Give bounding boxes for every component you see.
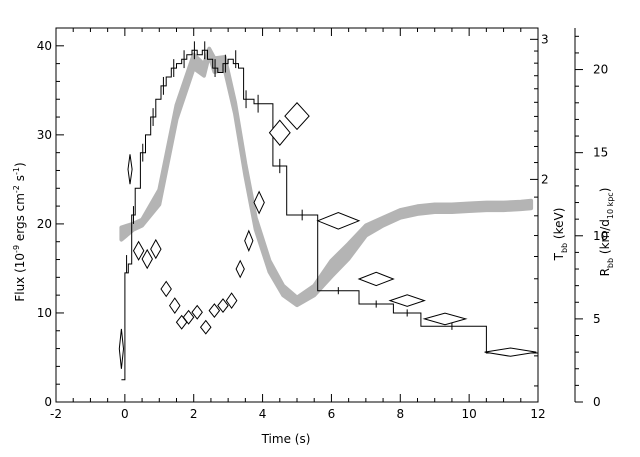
temperature-band-layer bbox=[119, 46, 534, 308]
flux-tick-label: 20 bbox=[37, 217, 52, 231]
radius-tick-label: 0 bbox=[593, 395, 601, 409]
radius-point bbox=[484, 347, 537, 357]
radius-point bbox=[132, 240, 145, 261]
radius-point bbox=[118, 328, 125, 369]
radius-point bbox=[316, 211, 361, 230]
x-tick-label: -2 bbox=[50, 407, 62, 421]
radius-point bbox=[235, 259, 245, 279]
x-tick-label: 10 bbox=[462, 407, 477, 421]
radius-point bbox=[199, 319, 212, 335]
radius-point bbox=[168, 297, 181, 314]
x-tick-label: 12 bbox=[530, 407, 545, 421]
temperature-tick-label: 2 bbox=[541, 172, 549, 186]
radius-point bbox=[182, 309, 195, 325]
radius-tick-label: 15 bbox=[593, 146, 608, 160]
radius-point bbox=[160, 280, 172, 298]
radius-point bbox=[191, 304, 203, 320]
x-tick-label: 0 bbox=[121, 407, 129, 421]
radius-tick-label: 10 bbox=[593, 229, 608, 243]
flux-tick-label: 30 bbox=[37, 128, 52, 142]
radius-tick-label: 5 bbox=[593, 312, 601, 326]
flux-tick-label: 40 bbox=[37, 39, 52, 53]
radius-tick-label: 20 bbox=[593, 63, 608, 77]
radius-point bbox=[127, 154, 133, 185]
flux-histogram-layer bbox=[121, 41, 538, 381]
flux-axis-title: Flux (10-9 ergs cm-2 s-1) bbox=[12, 162, 27, 301]
radius-axis-title: Rbb (km/d10 kpc) bbox=[598, 188, 615, 277]
radius-point bbox=[141, 248, 153, 270]
temperature-band bbox=[119, 46, 534, 308]
radius-point bbox=[268, 119, 291, 146]
radius-points-layer bbox=[118, 102, 537, 369]
radius-point bbox=[253, 190, 265, 215]
radius-point bbox=[357, 271, 395, 287]
radius-point bbox=[422, 312, 468, 326]
radius-point bbox=[388, 294, 426, 307]
x-tick-label: 8 bbox=[396, 407, 404, 421]
radius-point bbox=[244, 229, 254, 253]
x-axis-title: Time (s) bbox=[261, 432, 311, 446]
radius-point bbox=[284, 102, 310, 131]
radius-point bbox=[225, 292, 238, 309]
radius-point bbox=[217, 298, 229, 314]
radius-point bbox=[150, 238, 162, 260]
temperature-tick-label: 3 bbox=[541, 32, 549, 46]
x-tick-label: 2 bbox=[190, 407, 198, 421]
x-tick-label: 6 bbox=[328, 407, 336, 421]
temperature-axis-title: Tbb (keV) bbox=[552, 208, 569, 262]
x-tick-label: 4 bbox=[259, 407, 267, 421]
flux-tick-label: 10 bbox=[37, 306, 52, 320]
radius-point bbox=[208, 303, 221, 319]
flux-tick-label: 0 bbox=[44, 395, 52, 409]
